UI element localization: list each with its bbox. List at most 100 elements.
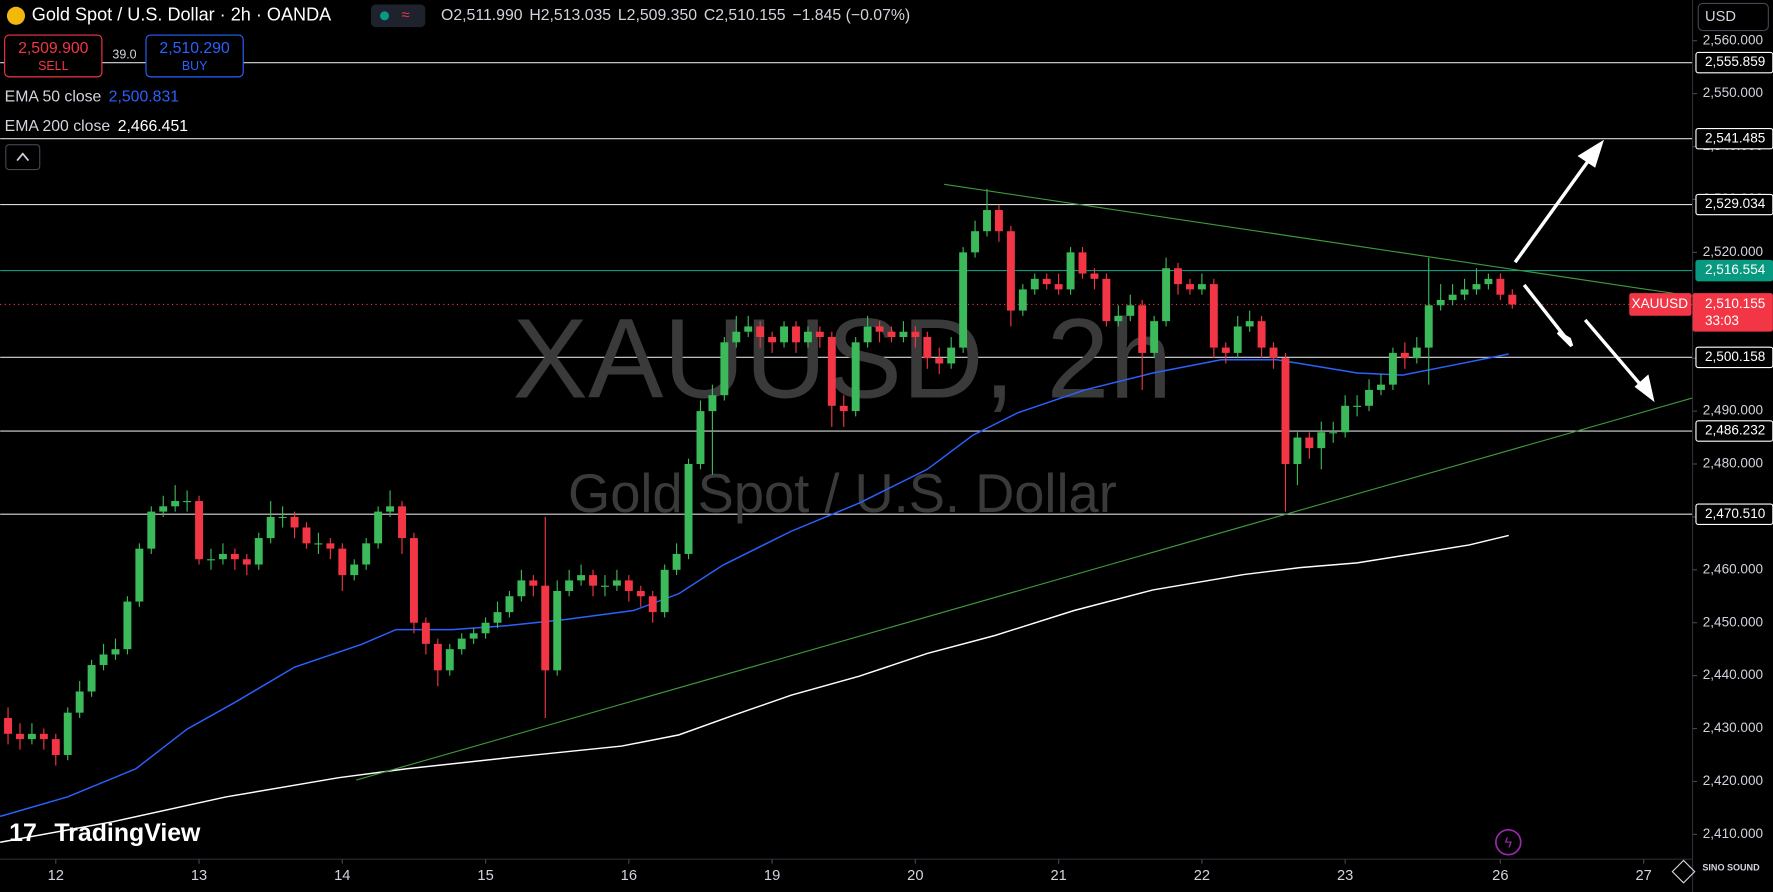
y-tick-label: 2,520.000 bbox=[1703, 244, 1763, 259]
ohlc-key: C bbox=[704, 7, 715, 24]
candle-body bbox=[1448, 294, 1457, 300]
candle-body bbox=[589, 575, 597, 586]
candle-body bbox=[1150, 321, 1159, 353]
symbol-tag: XAUUSD bbox=[1632, 296, 1689, 311]
arrow-down bbox=[1583, 318, 1647, 392]
candle-body bbox=[1508, 294, 1517, 305]
candle-body bbox=[469, 633, 478, 639]
candle-body bbox=[1042, 278, 1051, 285]
x-tick-label: 22 bbox=[1194, 868, 1210, 884]
candle-body bbox=[923, 337, 932, 359]
candle-body bbox=[1496, 278, 1505, 295]
x-tick-label: 23 bbox=[1337, 868, 1353, 884]
level-label: 2,516.554 bbox=[1705, 262, 1766, 277]
status-badge bbox=[370, 4, 426, 28]
candle-body bbox=[1436, 299, 1445, 306]
candle-body bbox=[39, 733, 48, 740]
sell-button[interactable] bbox=[4, 34, 103, 78]
candle-body bbox=[732, 331, 741, 343]
candle-body bbox=[278, 516, 287, 519]
x-tick-label: 15 bbox=[477, 868, 493, 884]
candle-body bbox=[1162, 268, 1171, 322]
candle-body bbox=[1245, 321, 1254, 327]
candle-body bbox=[1209, 284, 1218, 348]
ohlc-value: 2,510.155 bbox=[715, 7, 786, 24]
candle-body bbox=[135, 548, 144, 602]
ohlc-value: 2,513.035 bbox=[541, 7, 612, 24]
trendline-up bbox=[356, 397, 1693, 781]
candle-body bbox=[445, 649, 454, 671]
level-label: 2,470.510 bbox=[1705, 506, 1765, 521]
candle-body bbox=[1412, 347, 1421, 359]
y-tick-label: 2,440.000 bbox=[1703, 667, 1763, 682]
candle-body bbox=[887, 331, 896, 338]
candle-body bbox=[290, 516, 299, 528]
symbol-tag-box bbox=[1629, 293, 1692, 316]
candle-body bbox=[493, 612, 502, 623]
candle-body bbox=[1174, 268, 1182, 285]
candle-body bbox=[266, 516, 275, 539]
watermark-name: Gold Spot / U.S. Dollar bbox=[568, 464, 1117, 524]
candle-body bbox=[1305, 437, 1314, 449]
candle-body bbox=[1126, 305, 1135, 316]
y-tick-label: 2,480.000 bbox=[1703, 456, 1763, 471]
x-tick-label: 16 bbox=[621, 868, 637, 884]
candle-body bbox=[195, 501, 204, 560]
currency-button[interactable] bbox=[1697, 2, 1769, 32]
trendline-down bbox=[944, 183, 1693, 297]
candle-body bbox=[636, 590, 645, 597]
candle-body bbox=[1460, 289, 1469, 295]
buy-button[interactable] bbox=[145, 34, 244, 78]
candle-body bbox=[111, 649, 120, 655]
ohlc-value: 2,511.990 bbox=[453, 7, 522, 24]
candle-body bbox=[218, 553, 227, 560]
corner-logo-mark bbox=[1671, 859, 1696, 884]
sell-label[interactable]: SELL bbox=[38, 59, 68, 73]
buy-label[interactable]: BUY bbox=[182, 59, 208, 73]
candle-body bbox=[1090, 273, 1099, 279]
candle-body bbox=[541, 585, 550, 671]
candle-body bbox=[517, 580, 526, 597]
currency[interactable]: USD bbox=[1705, 9, 1736, 25]
candle-body bbox=[1054, 284, 1063, 290]
ohlc-key: H bbox=[529, 7, 540, 24]
candle-body bbox=[75, 691, 84, 713]
candle-body bbox=[529, 580, 538, 586]
candle-body bbox=[1102, 278, 1111, 322]
candle-body bbox=[660, 569, 669, 613]
indicator-value: 2,466.451 bbox=[118, 118, 189, 135]
arrow-head bbox=[1577, 139, 1604, 168]
level-label: 2,529.034 bbox=[1705, 196, 1766, 211]
buy-price[interactable]: 2,510.290 bbox=[159, 40, 230, 57]
candle-body bbox=[959, 252, 968, 348]
candle-body bbox=[720, 342, 729, 396]
candle-body bbox=[1365, 389, 1373, 406]
candle-body bbox=[1317, 432, 1326, 449]
candle-body bbox=[1269, 347, 1278, 359]
status-icon: ≈ bbox=[401, 8, 409, 24]
candle-body bbox=[63, 712, 72, 755]
x-tick-label: 21 bbox=[1050, 868, 1066, 884]
ohlc-value: 2,509.350 bbox=[627, 7, 698, 24]
candle-body bbox=[684, 463, 693, 554]
candle-body bbox=[207, 559, 215, 561]
alert-icon[interactable] bbox=[1495, 828, 1522, 856]
candle-body bbox=[87, 665, 96, 692]
y-tick-label: 2,560.000 bbox=[1703, 32, 1763, 47]
y-tick-label: 2,430.000 bbox=[1703, 720, 1763, 735]
collapse-button[interactable] bbox=[5, 144, 41, 171]
candle-body bbox=[1329, 432, 1338, 434]
candle-body bbox=[409, 538, 418, 623]
candle-body bbox=[947, 347, 956, 364]
alert-bolt[interactable]: ϟ bbox=[1504, 835, 1512, 851]
candle-body bbox=[159, 506, 168, 512]
candle-body bbox=[792, 326, 800, 343]
candle-body bbox=[374, 511, 383, 544]
candle-body bbox=[1006, 231, 1015, 311]
collapse-icon[interactable] bbox=[16, 152, 30, 162]
candle-body bbox=[983, 210, 991, 232]
symbol-title: Gold Spot / U.S. Dollar · 2h · OANDA bbox=[32, 5, 332, 25]
sell-price[interactable]: 2,509.900 bbox=[18, 40, 89, 57]
indicator-name: EMA 50 close bbox=[5, 88, 102, 105]
indicator-name: EMA 200 close bbox=[5, 118, 111, 135]
